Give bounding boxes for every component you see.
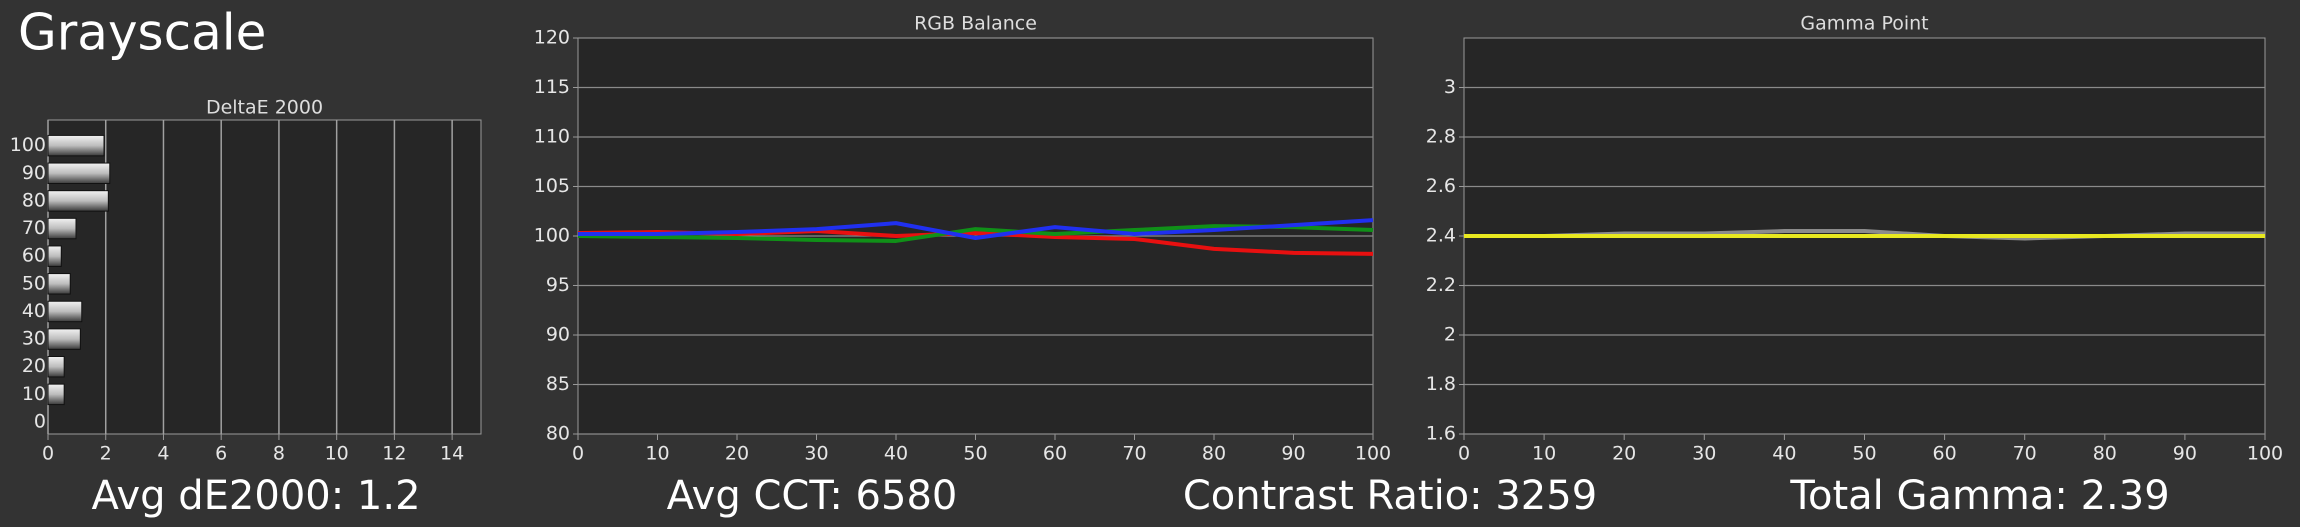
x-tick-label: 20 (725, 443, 749, 465)
x-tick-label: 60 (1043, 443, 1067, 465)
bar (47, 245, 62, 267)
y-tick-label: 50 (22, 272, 46, 294)
y-tick-label: 2.4 (1426, 225, 1456, 247)
y-tick-label: 90 (546, 324, 570, 346)
y-tick-label: 100 (534, 225, 570, 247)
y-tick-label: 0 (34, 411, 46, 433)
bar (47, 162, 111, 184)
y-tick-label: 120 (534, 27, 570, 49)
stat: Avg dE2000: 1.2 (91, 473, 420, 519)
y-tick-label: 2 (1444, 324, 1456, 346)
bar (47, 190, 109, 212)
x-tick-label: 50 (963, 443, 987, 465)
x-tick-label: 90 (2173, 443, 2197, 465)
x-tick-label: 10 (1532, 443, 1556, 465)
y-tick-label: 85 (546, 373, 570, 395)
x-tick-label: 4 (157, 443, 169, 465)
x-tick-label: 50 (1852, 443, 1876, 465)
y-tick-label: 95 (546, 274, 570, 296)
series-line (578, 218, 1374, 240)
y-tick-label: 10 (22, 383, 46, 405)
bar (47, 300, 83, 323)
y-tick-label: 40 (22, 300, 46, 322)
stat: Avg CCT: 6580 (667, 473, 958, 519)
page-title: Grayscale (18, 4, 266, 62)
bar (47, 328, 81, 350)
bar (47, 383, 65, 406)
x-tick-label: 70 (2013, 443, 2037, 465)
x-tick-label: 100 (1355, 443, 1391, 465)
y-tick-label: 70 (22, 217, 46, 239)
y-tick-label: 30 (22, 328, 46, 350)
x-tick-label: 10 (325, 443, 349, 465)
x-tick-label: 0 (572, 443, 584, 465)
y-tick-label: 105 (534, 175, 570, 197)
chart-title: RGB Balance (914, 13, 1037, 35)
x-tick-label: 70 (1122, 443, 1146, 465)
y-tick-label: 20 (22, 355, 46, 377)
x-tick-label: 12 (382, 443, 406, 465)
y-tick-label: 60 (22, 245, 46, 267)
x-tick-label: 80 (2093, 443, 2117, 465)
y-tick-label: 3 (1444, 76, 1456, 98)
x-tick-label: 100 (2247, 443, 2283, 465)
x-tick-label: 40 (884, 443, 908, 465)
y-tick-label: 2.6 (1426, 175, 1456, 197)
chart-title: DeltaE 2000 (206, 97, 323, 119)
y-tick-label: 1.8 (1426, 373, 1456, 395)
x-tick-label: 20 (1612, 443, 1636, 465)
x-tick-label: 2 (100, 443, 112, 465)
stat: Total Gamma: 2.39 (1789, 473, 2169, 519)
y-tick-label: 115 (534, 76, 570, 98)
x-tick-label: 8 (273, 443, 285, 465)
x-tick-label: 0 (1458, 443, 1470, 465)
y-tick-label: 2.8 (1426, 126, 1456, 148)
x-tick-label: 40 (1772, 443, 1796, 465)
x-tick-label: 14 (440, 443, 464, 465)
y-tick-label: 80 (546, 423, 570, 445)
y-tick-label: 2.2 (1426, 274, 1456, 296)
y-tick-label: 90 (22, 162, 46, 184)
x-tick-label: 10 (645, 443, 669, 465)
bar (47, 356, 65, 378)
plot-area (47, 119, 482, 435)
y-tick-label: 100 (10, 134, 46, 156)
x-tick-label: 90 (1281, 443, 1305, 465)
y-tick-label: 110 (534, 126, 570, 148)
chart-title: Gamma Point (1800, 13, 1928, 35)
bar (47, 217, 77, 240)
stat: Contrast Ratio: 3259 (1183, 473, 1597, 519)
x-tick-label: 30 (804, 443, 828, 465)
x-tick-label: 60 (1933, 443, 1957, 465)
x-tick-label: 0 (42, 443, 54, 465)
bar (47, 134, 105, 157)
x-tick-label: 80 (1202, 443, 1226, 465)
y-tick-label: 1.6 (1426, 423, 1456, 445)
y-tick-label: 80 (22, 189, 46, 211)
x-tick-label: 30 (1692, 443, 1716, 465)
x-tick-label: 6 (215, 443, 227, 465)
bar (47, 273, 71, 295)
